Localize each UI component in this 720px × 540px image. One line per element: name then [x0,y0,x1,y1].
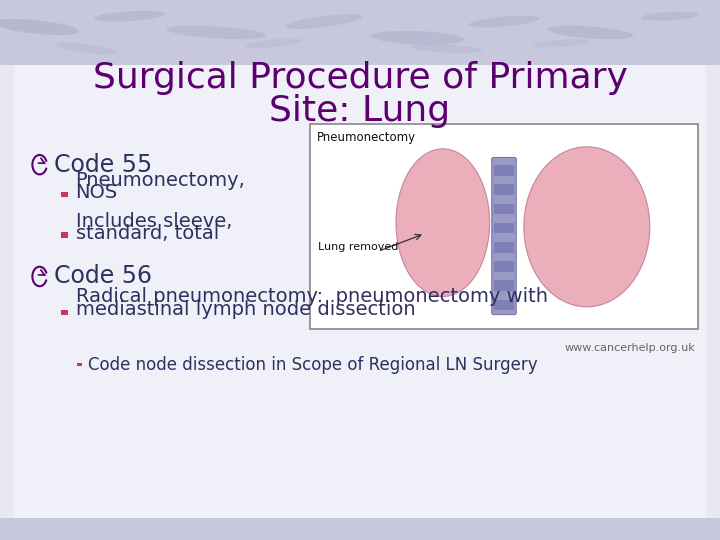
Ellipse shape [245,38,302,48]
Bar [494,261,514,272]
Text: mediastinal lymph node dissection: mediastinal lymph node dissection [76,300,415,319]
Text: Site: Lung: Site: Lung [269,94,451,127]
Ellipse shape [285,14,363,29]
Text: www.cancerhelp.org.uk: www.cancerhelp.org.uk [564,343,695,353]
Bar [494,242,514,253]
FancyBboxPatch shape [492,158,516,315]
Bar [0,518,720,540]
Bar [494,280,514,291]
Bar [494,204,514,214]
Text: Pneumonectomy: Pneumonectomy [317,131,416,144]
Bar [494,223,514,233]
FancyBboxPatch shape [310,124,698,329]
Text: Code node dissection in Scope of Regional LN Surgery: Code node dissection in Scope of Regiona… [88,355,537,374]
Text: standard, total: standard, total [76,224,219,243]
Ellipse shape [410,44,482,53]
Bar [61,310,68,315]
Text: Lung removed: Lung removed [318,242,399,252]
Bar [494,184,514,195]
Bar [76,363,82,366]
Text: Code 56: Code 56 [54,265,152,288]
Bar [494,300,514,310]
Text: Pneumonectomy,: Pneumonectomy, [76,171,246,190]
Ellipse shape [396,149,490,296]
Ellipse shape [523,147,649,307]
Ellipse shape [533,39,590,48]
Text: Surgical Procedure of Primary: Surgical Procedure of Primary [93,62,627,95]
Ellipse shape [94,11,166,22]
Ellipse shape [0,19,78,35]
Bar [61,192,68,197]
Bar [0,0,720,65]
Ellipse shape [166,25,266,39]
Text: Radical pneumonectomy:  pneumonectomy with: Radical pneumonectomy: pneumonectomy wit… [76,287,548,306]
Ellipse shape [641,12,698,21]
Text: Includes sleeve,: Includes sleeve, [76,212,232,231]
Bar [494,165,514,176]
Bar [61,232,68,238]
Text: Code 55: Code 55 [54,153,152,177]
Text: NOS: NOS [76,184,118,202]
Ellipse shape [371,31,464,45]
Ellipse shape [547,25,634,39]
Bar [14,65,706,518]
Ellipse shape [55,43,118,55]
Ellipse shape [468,16,540,28]
